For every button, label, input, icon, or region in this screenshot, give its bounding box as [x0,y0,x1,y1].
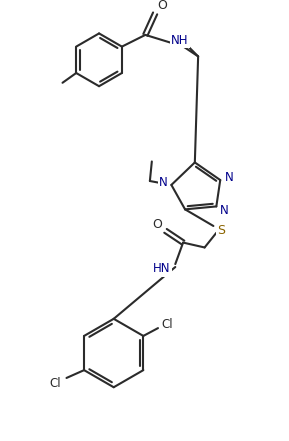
Text: O: O [157,0,167,12]
Text: NH: NH [171,34,188,47]
Text: N: N [220,204,229,217]
Text: N: N [225,171,234,183]
Text: O: O [152,217,162,231]
Text: N: N [159,176,168,190]
Text: S: S [217,224,225,237]
Text: HN: HN [153,262,170,276]
Text: Cl: Cl [49,377,61,390]
Text: Cl: Cl [161,318,173,331]
